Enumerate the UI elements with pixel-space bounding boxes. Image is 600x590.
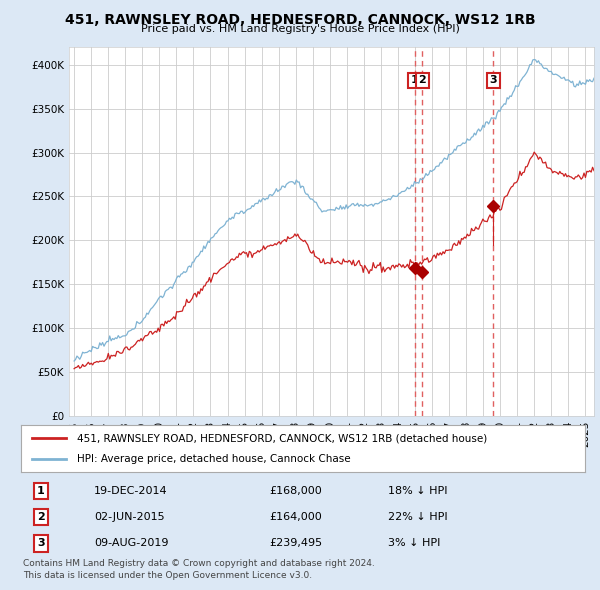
Text: 09-AUG-2019: 09-AUG-2019 xyxy=(94,539,169,549)
Text: 451, RAWNSLEY ROAD, HEDNESFORD, CANNOCK, WS12 1RB (detached house): 451, RAWNSLEY ROAD, HEDNESFORD, CANNOCK,… xyxy=(77,433,488,443)
Text: 1: 1 xyxy=(37,486,44,496)
Text: 2: 2 xyxy=(418,76,426,86)
Text: 22% ↓ HPI: 22% ↓ HPI xyxy=(388,512,447,522)
Text: Contains HM Land Registry data © Crown copyright and database right 2024.: Contains HM Land Registry data © Crown c… xyxy=(23,559,374,568)
Text: £168,000: £168,000 xyxy=(269,486,322,496)
Text: 02-JUN-2015: 02-JUN-2015 xyxy=(94,512,165,522)
Text: HPI: Average price, detached house, Cannock Chase: HPI: Average price, detached house, Cann… xyxy=(77,454,351,464)
Text: 2: 2 xyxy=(37,512,44,522)
Text: £164,000: £164,000 xyxy=(269,512,322,522)
Text: 3: 3 xyxy=(490,76,497,86)
Text: 1: 1 xyxy=(410,76,418,86)
Text: 3: 3 xyxy=(37,539,44,549)
Text: Price paid vs. HM Land Registry's House Price Index (HPI): Price paid vs. HM Land Registry's House … xyxy=(140,24,460,34)
Text: £239,495: £239,495 xyxy=(269,539,322,549)
Text: This data is licensed under the Open Government Licence v3.0.: This data is licensed under the Open Gov… xyxy=(23,571,312,580)
Text: 451, RAWNSLEY ROAD, HEDNESFORD, CANNOCK, WS12 1RB: 451, RAWNSLEY ROAD, HEDNESFORD, CANNOCK,… xyxy=(65,13,535,27)
Text: 18% ↓ HPI: 18% ↓ HPI xyxy=(388,486,447,496)
Text: 3% ↓ HPI: 3% ↓ HPI xyxy=(388,539,440,549)
Text: 19-DEC-2014: 19-DEC-2014 xyxy=(94,486,168,496)
